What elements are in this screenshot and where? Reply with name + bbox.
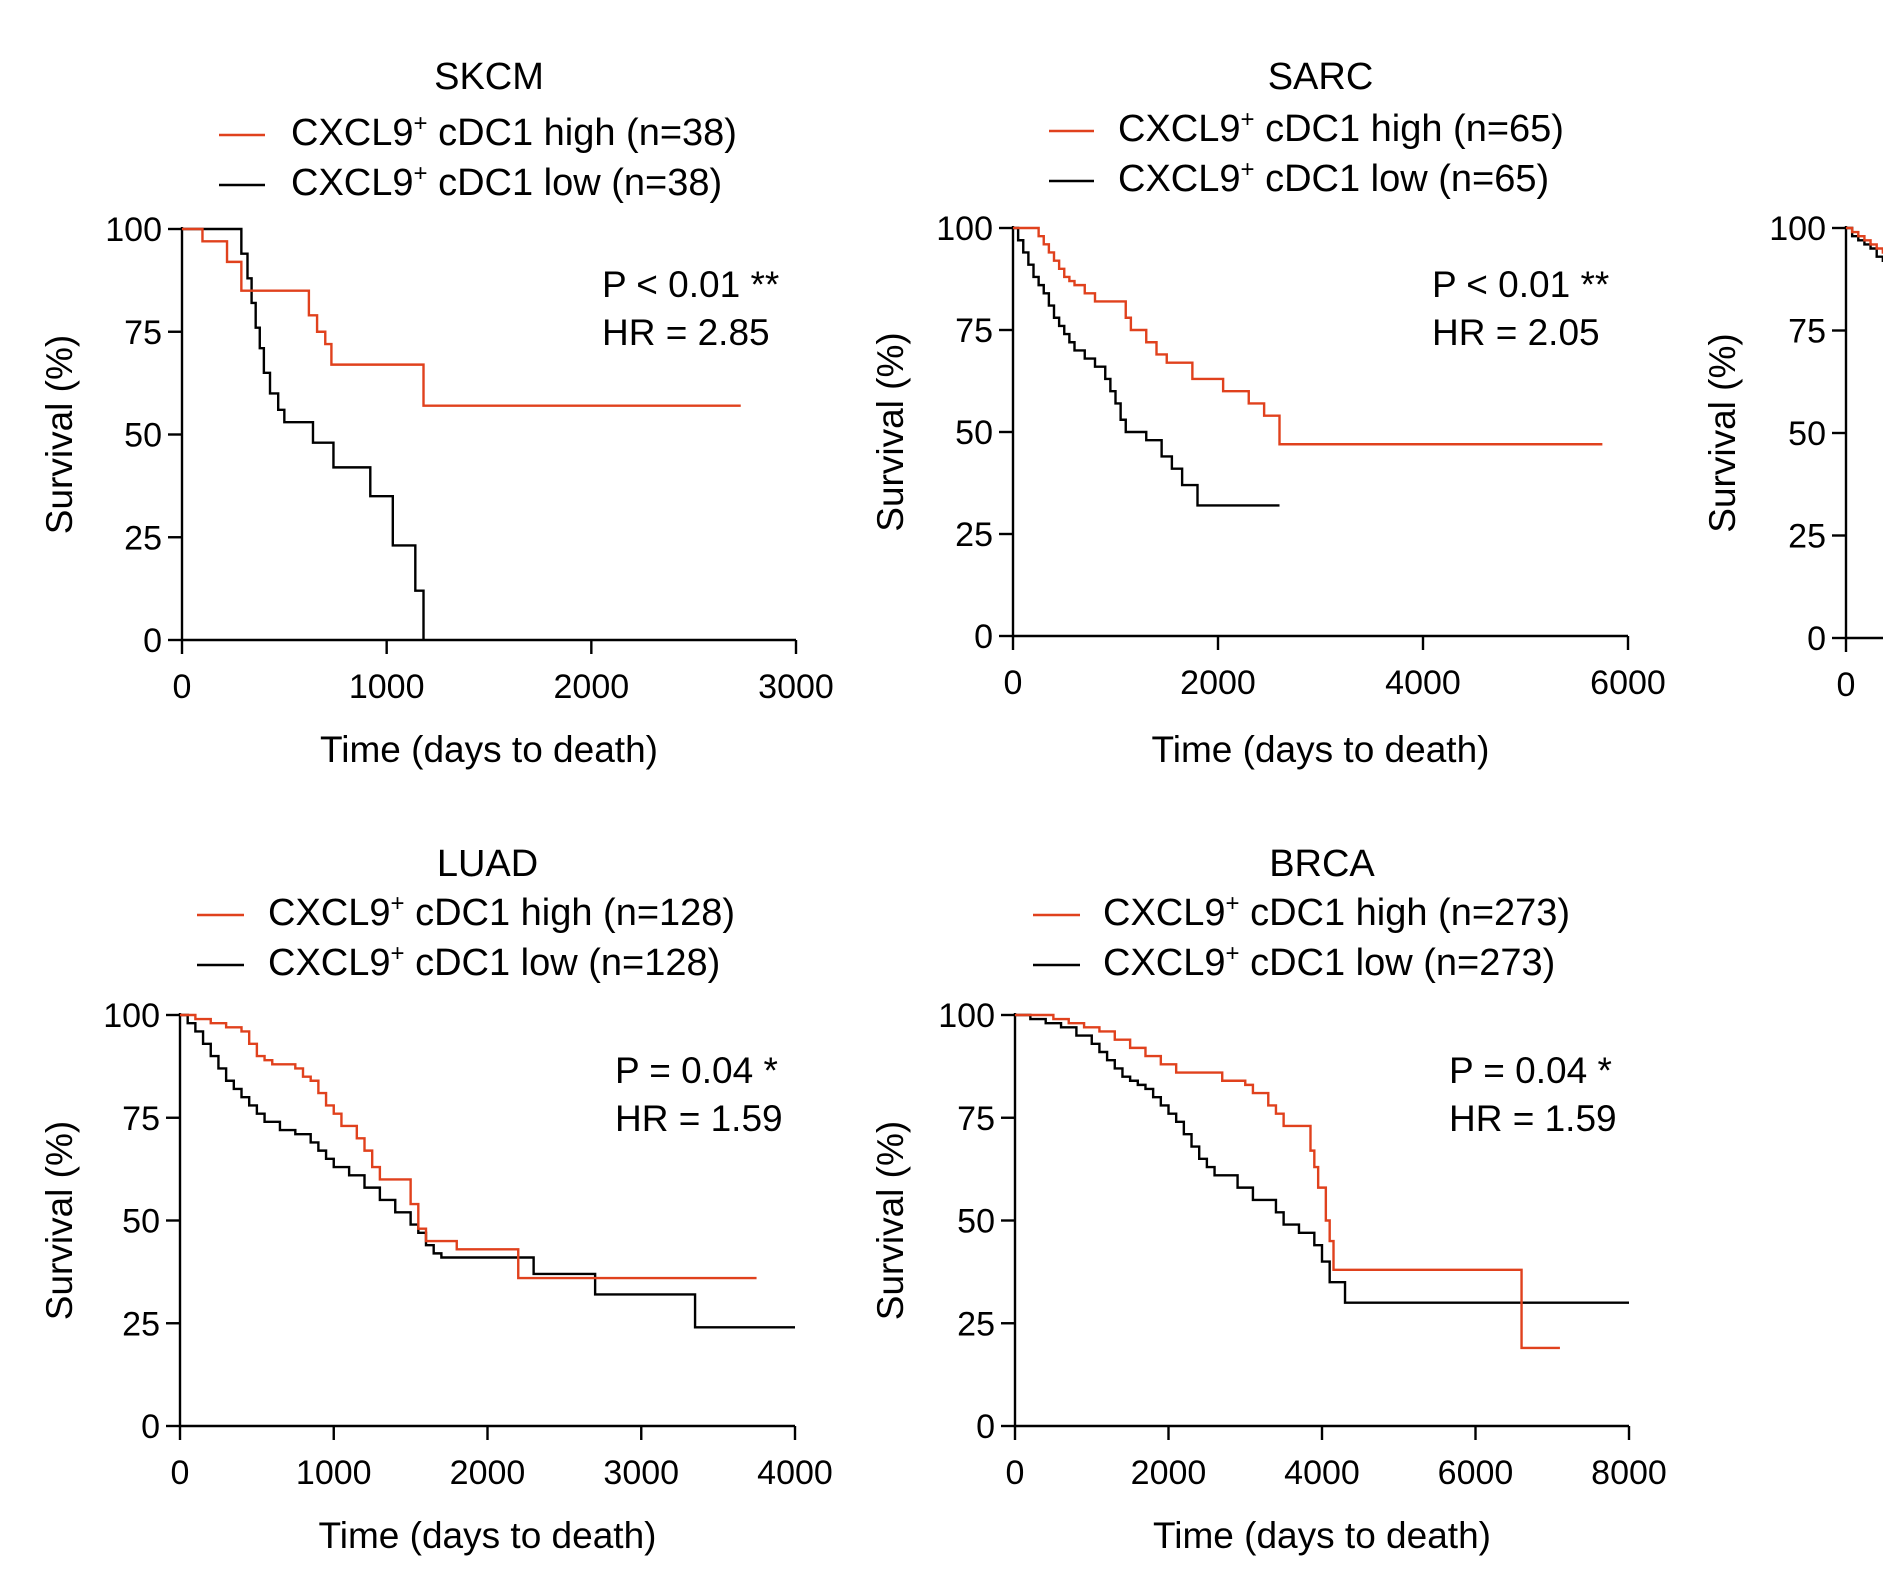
chart-title: BRCA <box>1269 843 1375 885</box>
x-tick-label: 3000 <box>758 668 834 706</box>
legend-entry-high: CXCL9+ cDC1 high (n=273) <box>1103 890 1570 934</box>
x-tick-label: 4000 <box>757 1454 833 1492</box>
x-tick-label: 1000 <box>349 668 425 706</box>
x-tick-label: 2000 <box>1180 664 1256 702</box>
survival-curve-low <box>1013 226 1280 507</box>
legend-entry-low: CXCL9+ cDC1 low (n=273) <box>1103 940 1555 984</box>
chart-title: LUAD <box>437 843 538 885</box>
p-value-label: P < 0.01 ** <box>602 264 779 305</box>
hazard-ratio-label: HR = 1.59 <box>1449 1098 1617 1139</box>
legend-entry-low: CXCL9+ cDC1 low (n=65) <box>1118 156 1549 200</box>
y-tick-label: 75 <box>957 1100 995 1138</box>
survival-curve-low <box>1015 1013 1629 1304</box>
hazard-ratio-label: HR = 2.05 <box>1432 312 1600 353</box>
x-tick-label: 0 <box>1837 666 1856 704</box>
legend-entry-low: CXCL9+ cDC1 low (n=128) <box>268 940 720 984</box>
x-axis-label: Time (days to death) <box>1153 1515 1491 1556</box>
x-tick-label: 8000 <box>1591 1454 1667 1492</box>
y-tick-label: 75 <box>124 314 162 352</box>
y-tick-label: 25 <box>955 516 993 554</box>
legend-entry-low: CXCL9+ cDC1 low (n=38) <box>291 160 722 204</box>
axes-frame <box>1844 226 1883 640</box>
y-tick-label: 100 <box>1769 210 1826 248</box>
y-tick-label: 100 <box>936 210 993 248</box>
y-tick-label: 50 <box>957 1203 995 1241</box>
x-tick-label: 4000 <box>1284 1454 1360 1492</box>
chart-title: SARC <box>1268 56 1374 98</box>
legend-entry-high: CXCL9+ cDC1 high (n=65) <box>1118 106 1564 150</box>
chart-panel-sarc: SARC CXCL9+ cDC1 high (n=65) CXCL9+ cDC1 l… <box>870 56 1666 770</box>
x-tick-label: 6000 <box>1590 664 1666 702</box>
y-tick-label: 50 <box>1788 415 1826 453</box>
p-value-label: P = 0.04 * <box>615 1050 778 1091</box>
y-tick-label: 25 <box>122 1305 160 1343</box>
survival-curve-low <box>180 1013 795 1329</box>
chart-panel-skcm: SKCM CXCL9+ cDC1 high (n=38) CXCL9+ cDC1 l… <box>39 56 834 770</box>
y-tick-label: 25 <box>957 1305 995 1343</box>
y-tick-label: 75 <box>122 1100 160 1138</box>
survival-curve-high <box>1015 1013 1560 1350</box>
y-tick-label: 25 <box>124 519 162 557</box>
y-axis-label: Survival (%) <box>39 1121 80 1320</box>
x-tick-label: 3000 <box>603 1454 679 1492</box>
x-axis-label: Time (days to death) <box>1152 729 1490 770</box>
y-tick-label: 75 <box>955 312 993 350</box>
y-axis-label: Survival (%) <box>1702 333 1743 532</box>
x-axis-label: Time (days to death) <box>319 1515 657 1556</box>
chart-panel-partial: 0 25 50 75 100 0 Survival (%) <box>1702 210 1883 704</box>
y-tick-label: 50 <box>955 414 993 452</box>
x-tick-label: 1000 <box>296 1454 372 1492</box>
chart-panel-brca: BRCA CXCL9+ cDC1 high (n=273) CXCL9+ cDC1 … <box>870 843 1667 1556</box>
x-axis-label: Time (days to death) <box>320 729 658 770</box>
y-tick-label: 25 <box>1788 518 1826 556</box>
y-tick-label: 75 <box>1788 313 1826 351</box>
hazard-ratio-label: HR = 1.59 <box>615 1098 783 1139</box>
y-tick-label: 50 <box>124 417 162 455</box>
y-tick-label: 0 <box>974 618 993 656</box>
x-tick-label: 0 <box>171 1454 190 1492</box>
y-tick-label: 100 <box>105 211 162 249</box>
y-axis-label: Survival (%) <box>39 335 80 534</box>
x-tick-label: 0 <box>1004 664 1023 702</box>
survival-curve-low <box>1846 226 1883 262</box>
y-tick-label: 100 <box>938 997 995 1035</box>
survival-curve-low <box>182 227 425 640</box>
y-tick-label: 50 <box>122 1203 160 1241</box>
y-tick-label: 0 <box>141 1408 160 1446</box>
chart-title: SKCM <box>434 56 544 98</box>
x-tick-label: 4000 <box>1385 664 1461 702</box>
survival-curve-high <box>182 227 741 407</box>
x-tick-label: 2000 <box>450 1454 526 1492</box>
x-tick-label: 0 <box>1006 1454 1025 1492</box>
p-value-label: P < 0.01 ** <box>1432 264 1609 305</box>
y-axis-label: Survival (%) <box>870 1121 911 1320</box>
p-value-label: P = 0.04 * <box>1449 1050 1612 1091</box>
x-tick-label: 2000 <box>554 668 630 706</box>
y-axis-label: Survival (%) <box>870 332 911 531</box>
hazard-ratio-label: HR = 2.85 <box>602 312 770 353</box>
legend-entry-high: CXCL9+ cDC1 high (n=128) <box>268 890 735 934</box>
y-tick-label: 0 <box>976 1408 995 1446</box>
x-tick-label: 6000 <box>1438 1454 1514 1492</box>
y-tick-label: 0 <box>143 622 162 660</box>
survival-curve-high <box>180 1013 757 1280</box>
x-tick-label: 2000 <box>1131 1454 1207 1492</box>
y-tick-label: 100 <box>103 997 160 1035</box>
y-tick-label: 0 <box>1807 620 1826 658</box>
survival-curve-high <box>1013 226 1603 446</box>
x-tick-label: 0 <box>173 668 192 706</box>
chart-panel-luad: LUAD CXCL9+ cDC1 high (n=128) CXCL9+ cDC1 … <box>39 843 833 1556</box>
legend-entry-high: CXCL9+ cDC1 high (n=38) <box>291 110 737 154</box>
